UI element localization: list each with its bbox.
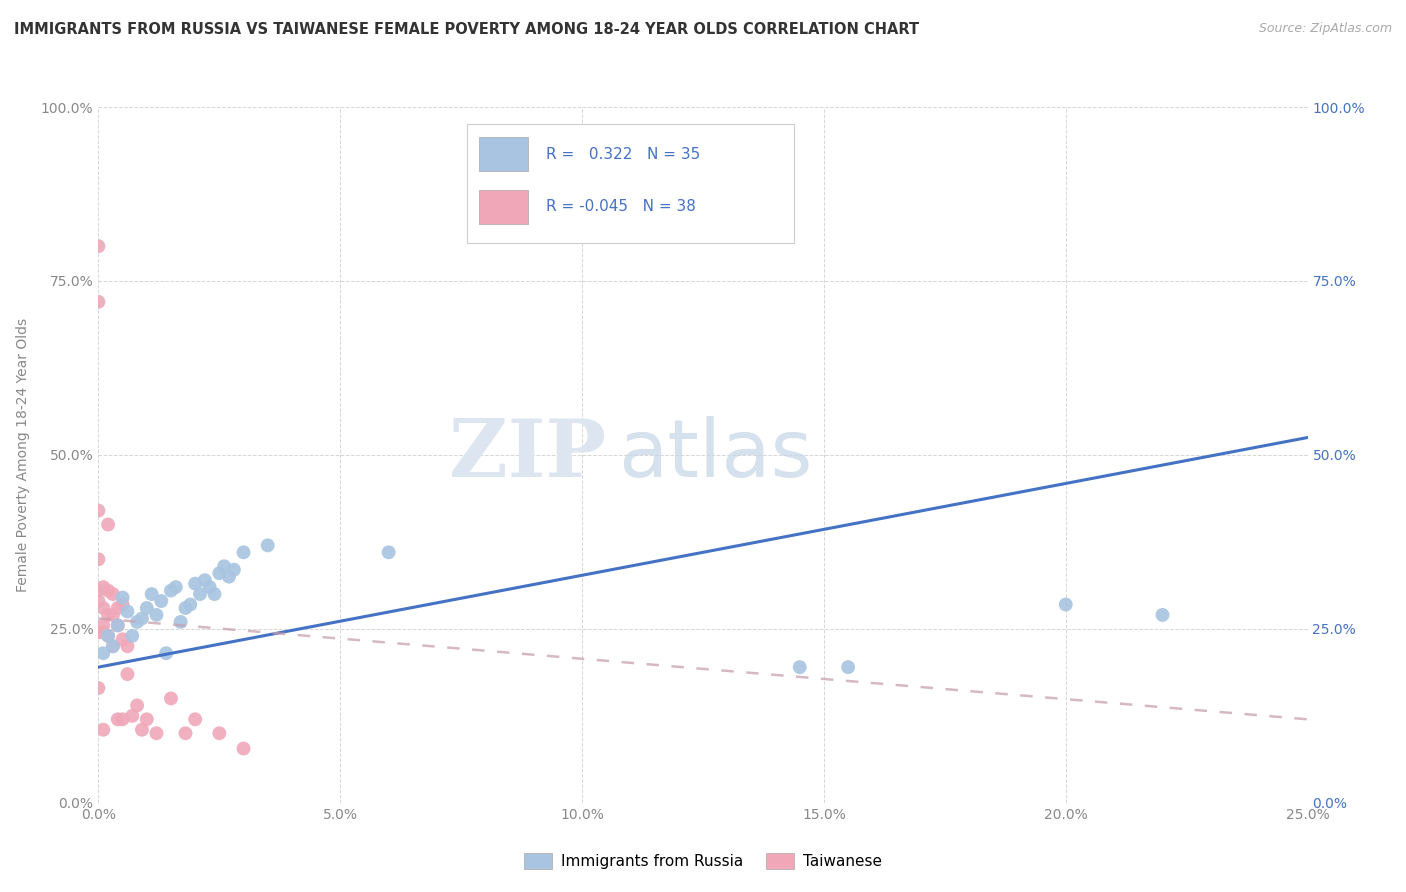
Bar — [479, 137, 527, 171]
Point — [91, 618, 114, 632]
Point — [101, 587, 124, 601]
Text: Source: ZipAtlas.com: Source: ZipAtlas.com — [1258, 22, 1392, 36]
Point — [87, 583, 110, 598]
Point — [97, 607, 120, 622]
Legend: Immigrants from Russia, Taiwanese: Immigrants from Russia, Taiwanese — [519, 847, 887, 875]
Point — [135, 601, 157, 615]
FancyBboxPatch shape — [467, 125, 793, 243]
Point — [174, 601, 197, 615]
Text: IMMIGRANTS FROM RUSSIA VS TAIWANESE FEMALE POVERTY AMONG 18-24 YEAR OLDS CORRELA: IMMIGRANTS FROM RUSSIA VS TAIWANESE FEMA… — [14, 22, 920, 37]
Point — [87, 625, 110, 640]
Point — [232, 545, 254, 559]
Point — [141, 587, 163, 601]
Point — [87, 552, 110, 566]
Point — [87, 594, 110, 608]
Point — [121, 629, 143, 643]
Text: ZIP: ZIP — [450, 416, 606, 494]
Point — [107, 601, 129, 615]
Point — [87, 294, 110, 309]
Point — [111, 712, 134, 726]
Text: R = -0.045   N = 38: R = -0.045 N = 38 — [546, 200, 696, 214]
Text: atlas: atlas — [619, 416, 813, 494]
Point — [91, 580, 114, 594]
Point — [160, 583, 183, 598]
Point — [198, 580, 221, 594]
Point — [91, 646, 114, 660]
Point — [117, 639, 139, 653]
Point — [97, 517, 120, 532]
Point — [174, 726, 197, 740]
Point — [91, 601, 114, 615]
Point — [218, 570, 240, 584]
Point — [160, 691, 183, 706]
Point — [256, 538, 278, 552]
Point — [165, 580, 187, 594]
Point — [179, 598, 201, 612]
Text: R =   0.322   N = 35: R = 0.322 N = 35 — [546, 147, 700, 162]
Point — [91, 625, 114, 640]
Point — [107, 712, 129, 726]
Point — [111, 598, 134, 612]
Point — [145, 607, 167, 622]
Point — [222, 563, 245, 577]
Point — [135, 712, 157, 726]
Point — [117, 605, 139, 619]
Point — [131, 723, 153, 737]
Point — [208, 726, 231, 740]
Point — [111, 591, 134, 605]
Point — [789, 660, 811, 674]
Point — [101, 607, 124, 622]
Point — [101, 639, 124, 653]
Point — [121, 708, 143, 723]
Point — [97, 629, 120, 643]
Point — [188, 587, 211, 601]
Point — [155, 646, 177, 660]
Point — [91, 723, 114, 737]
Point — [150, 594, 173, 608]
Bar — [479, 190, 527, 224]
Point — [204, 587, 226, 601]
Point — [127, 615, 149, 629]
Y-axis label: Female Poverty Among 18-24 Year Olds: Female Poverty Among 18-24 Year Olds — [15, 318, 30, 592]
Point — [1054, 598, 1077, 612]
Point — [208, 566, 231, 581]
Point — [87, 681, 110, 695]
Point — [184, 576, 207, 591]
Point — [194, 573, 217, 587]
Point — [127, 698, 149, 713]
Point — [101, 639, 124, 653]
Point — [97, 629, 120, 643]
Point — [111, 632, 134, 647]
Point — [87, 239, 110, 253]
Point — [97, 583, 120, 598]
Point — [145, 726, 167, 740]
Point — [212, 559, 235, 574]
Point — [184, 712, 207, 726]
Point — [107, 618, 129, 632]
Point — [107, 618, 129, 632]
Point — [117, 667, 139, 681]
Point — [1152, 607, 1174, 622]
Point — [131, 611, 153, 625]
Point — [232, 741, 254, 756]
Point — [377, 545, 399, 559]
Point — [837, 660, 859, 674]
Point — [169, 615, 191, 629]
Point — [87, 503, 110, 517]
